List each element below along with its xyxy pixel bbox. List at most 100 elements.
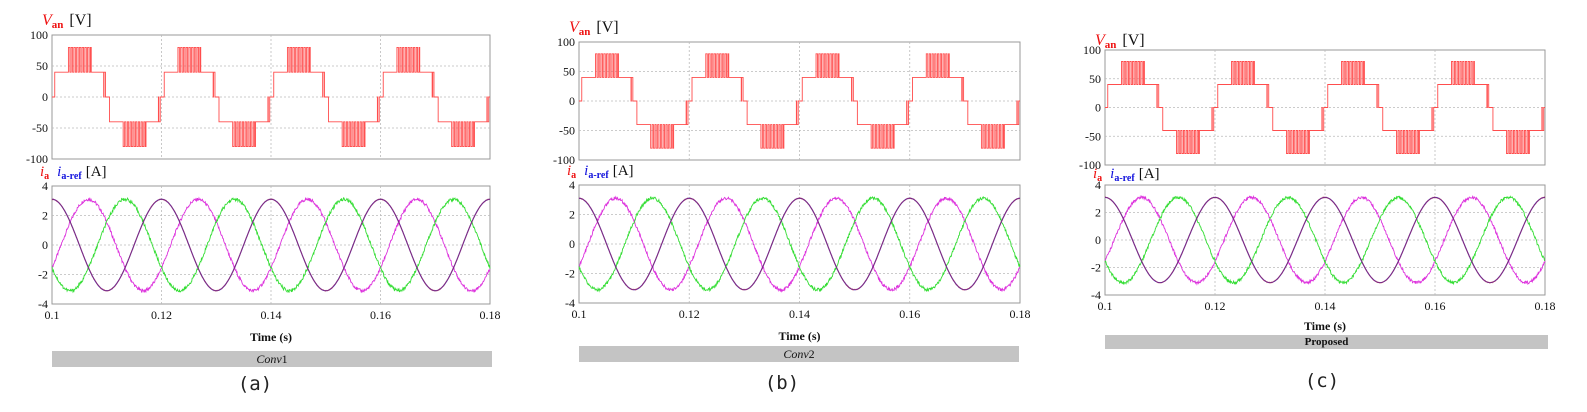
- voltage-ytick-label: 0: [42, 90, 48, 104]
- voltage-plot-title: Van [V]: [569, 19, 619, 38]
- current-title-var: i: [40, 164, 44, 180]
- current-xtick-label: 0.14: [789, 307, 810, 321]
- current-xtick-label: 0.18: [1010, 307, 1031, 321]
- current-xtick-label: 0.1: [572, 307, 587, 321]
- method-label-plain: 1: [282, 352, 288, 366]
- current-series-line: [1104, 196, 1546, 284]
- current-ytick-label: 4: [569, 178, 575, 192]
- voltage-series-line: [579, 53, 1020, 149]
- current-title-var: i: [1093, 166, 1097, 182]
- current-ytick-label: -4: [565, 296, 575, 310]
- method-label-plain: 2: [809, 347, 815, 361]
- voltage-title-unit: [V]: [69, 12, 91, 29]
- current-ytick-label: -2: [38, 268, 48, 282]
- current-xtick-label: 0.12: [679, 307, 700, 321]
- voltage-series-line: [1105, 61, 1545, 154]
- current-xlabel: Time (s): [1304, 319, 1346, 333]
- method-label-bar: [579, 346, 1019, 362]
- current-title-unit: [A]: [86, 164, 107, 180]
- voltage-ytick-label: -50: [1085, 129, 1101, 143]
- current-plot-title: ia ia-ref [A]: [40, 164, 107, 182]
- current-plot-title: ia ia-ref [A]: [567, 163, 634, 181]
- current-title-sub2: a-ref: [588, 170, 609, 181]
- current-title-sub2: a-ref: [61, 171, 82, 182]
- voltage-ytick-label: 50: [563, 65, 575, 79]
- current-title-var2: i: [57, 164, 61, 180]
- current-series-line: [578, 197, 1021, 291]
- subfigure-caption: (a): [238, 373, 272, 395]
- current-xtick-label: 0.12: [1205, 299, 1226, 313]
- subfigure-caption: (c): [1305, 370, 1339, 392]
- current-ytick-label: -4: [1091, 288, 1101, 302]
- voltage-title-var: V: [1095, 32, 1107, 49]
- current-xtick-label: 0.14: [261, 308, 282, 322]
- current-series-line: [51, 198, 491, 292]
- current-ytick-label: 4: [42, 179, 48, 193]
- current-xtick-label: 0.16: [899, 307, 920, 321]
- current-title-sub: a: [44, 171, 49, 182]
- method-label: Conv1: [256, 352, 287, 366]
- voltage-title-var: V: [42, 12, 54, 29]
- current-xtick-label: 0.18: [1535, 299, 1556, 313]
- voltage-title-var: V: [569, 19, 581, 36]
- current-xtick-label: 0.16: [370, 308, 391, 322]
- subfigure-caption: (b): [765, 372, 799, 394]
- current-ytick-label: 2: [42, 209, 48, 223]
- voltage-ytick-label: -100: [1079, 158, 1101, 172]
- current-ytick-label: 2: [569, 208, 575, 222]
- voltage-ytick-label: 100: [1083, 43, 1101, 57]
- voltage-plot-title: Van [V]: [42, 12, 92, 31]
- current-xtick-label: 0.1: [45, 308, 60, 322]
- current-title-unit: [A]: [613, 163, 634, 179]
- current-xtick-label: 0.16: [1425, 299, 1446, 313]
- voltage-ytick-label: -50: [559, 124, 575, 138]
- method-label-bar: [52, 351, 492, 367]
- voltage-title-sub: an: [1105, 39, 1117, 51]
- voltage-plot-title: Van [V]: [1095, 32, 1145, 51]
- current-xtick-label: 0.12: [151, 308, 172, 322]
- current-ytick-label: 2: [1095, 206, 1101, 220]
- voltage-ytick-label: -100: [26, 152, 48, 166]
- current-ytick-label: -2: [565, 267, 575, 281]
- current-title-var: i: [567, 163, 571, 179]
- voltage-ytick-label: 0: [569, 94, 575, 108]
- voltage-ytick-label: 100: [557, 35, 575, 49]
- current-ytick-label: 0: [42, 238, 48, 252]
- method-label-bar: [1105, 335, 1548, 349]
- voltage-ytick-label: 100: [30, 28, 48, 42]
- method-label-italic: Conv: [783, 347, 809, 361]
- current-ytick-label: -4: [38, 297, 48, 311]
- current-title-sub: a: [571, 170, 576, 181]
- current-title-unit: [A]: [1139, 166, 1160, 182]
- current-ytick-label: 0: [1095, 233, 1101, 247]
- voltage-ytick-label: -50: [32, 121, 48, 135]
- current-plot-title: ia ia-ref [A]: [1093, 166, 1160, 184]
- current-xtick-label: 0.18: [480, 308, 501, 322]
- method-label: Conv2: [783, 347, 814, 361]
- current-title-var2: i: [1110, 166, 1114, 182]
- voltage-title-sub: an: [579, 26, 591, 38]
- current-title-sub2: a-ref: [1114, 173, 1135, 184]
- voltage-ytick-label: 0: [1095, 101, 1101, 115]
- current-title-sub: a: [1097, 173, 1102, 184]
- current-ytick-label: 4: [1095, 178, 1101, 192]
- method-label: Proposed: [1305, 336, 1349, 348]
- voltage-ytick-label: 50: [36, 59, 48, 73]
- current-ytick-label: -2: [1091, 261, 1101, 275]
- current-xtick-label: 0.1: [1098, 299, 1113, 313]
- current-xlabel: Time (s): [778, 329, 820, 343]
- current-ytick-label: 0: [569, 237, 575, 251]
- voltage-ytick-label: 50: [1089, 72, 1101, 86]
- method-label-italic: Conv: [256, 352, 282, 366]
- voltage-title-unit: [V]: [1122, 32, 1144, 49]
- current-xlabel: Time (s): [250, 330, 292, 344]
- voltage-title-sub: an: [52, 19, 64, 31]
- voltage-title-unit: [V]: [596, 19, 618, 36]
- current-title-var2: i: [584, 163, 588, 179]
- current-xtick-label: 0.14: [1315, 299, 1336, 313]
- voltage-ytick-label: -100: [553, 153, 575, 167]
